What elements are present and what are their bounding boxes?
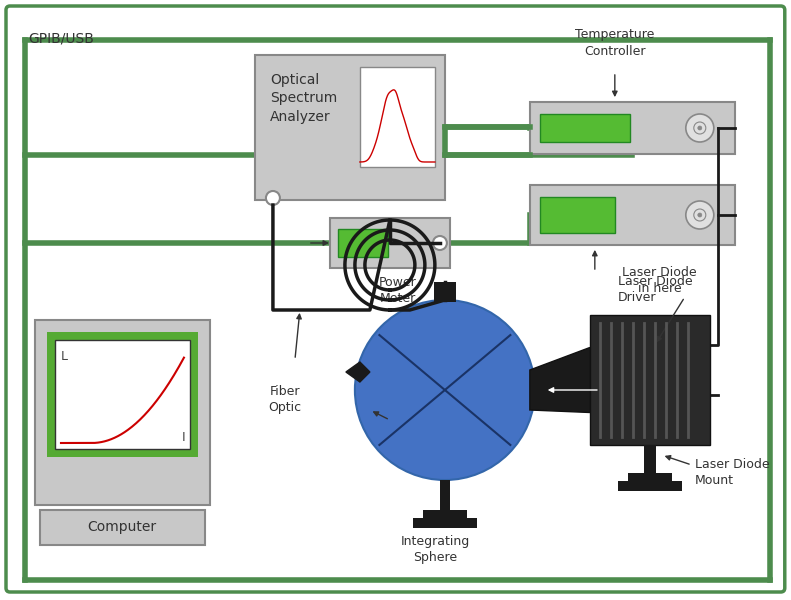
Circle shape	[694, 122, 706, 134]
Bar	[539, 114, 630, 142]
Bar	[530, 185, 735, 245]
Text: Laser Diode
Mount: Laser Diode Mount	[694, 458, 770, 487]
Circle shape	[433, 236, 447, 250]
Text: L: L	[61, 350, 68, 363]
Bar	[628, 473, 672, 481]
Bar	[440, 480, 450, 510]
Bar	[590, 315, 710, 445]
Bar	[35, 320, 210, 505]
Text: Optical
Spectrum
Analyzer: Optical Spectrum Analyzer	[270, 73, 337, 124]
Bar	[40, 510, 205, 545]
Circle shape	[266, 191, 280, 205]
Bar	[47, 332, 198, 457]
Text: Laser Diode
in here: Laser Diode in here	[623, 266, 697, 295]
Bar	[434, 282, 456, 302]
Text: GPIB/USB: GPIB/USB	[28, 32, 94, 46]
Text: Integrating
Sphere: Integrating Sphere	[400, 535, 470, 564]
Circle shape	[686, 201, 713, 229]
Bar	[618, 481, 682, 491]
Text: Laser Diode
Driver: Laser Diode Driver	[618, 275, 692, 304]
Circle shape	[698, 126, 702, 130]
Text: Power
Meter: Power Meter	[379, 276, 417, 305]
Circle shape	[694, 209, 706, 221]
Bar	[530, 102, 735, 154]
Bar	[330, 218, 450, 268]
Bar	[413, 518, 477, 528]
Bar	[423, 510, 467, 518]
Bar	[255, 55, 445, 200]
Circle shape	[698, 213, 702, 217]
Text: Fiber
Optic: Fiber Optic	[268, 385, 301, 414]
Polygon shape	[530, 347, 590, 413]
Polygon shape	[346, 362, 370, 382]
Circle shape	[355, 300, 535, 480]
Bar	[338, 229, 388, 257]
Bar	[539, 197, 615, 233]
Bar	[360, 67, 435, 167]
Text: Temperature
Controller: Temperature Controller	[575, 28, 654, 58]
Circle shape	[686, 114, 713, 142]
Text: Computer: Computer	[87, 520, 157, 534]
Bar	[644, 445, 656, 473]
Bar	[55, 340, 190, 449]
Text: I: I	[181, 431, 185, 444]
